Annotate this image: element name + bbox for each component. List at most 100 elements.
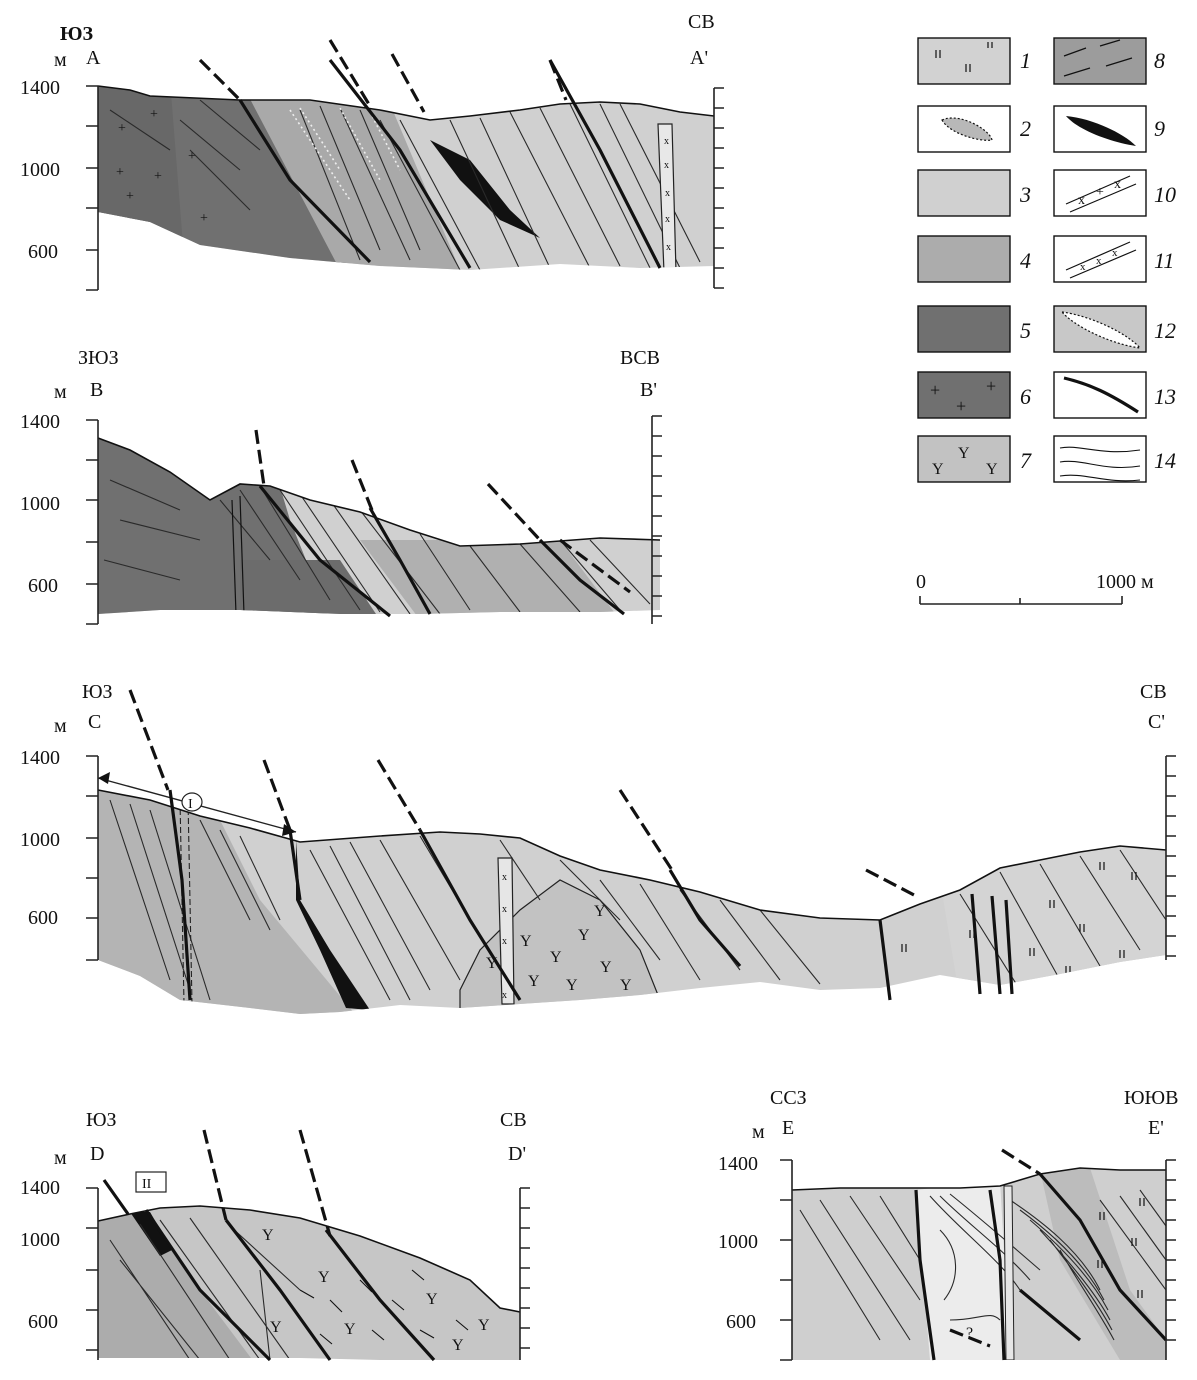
section-e-tick-1000: 1000 — [718, 1231, 758, 1253]
section-a-tick-1000: 1000 — [20, 159, 60, 181]
legend-num-14: 14 — [1154, 448, 1176, 473]
section-b-unit: м — [54, 381, 67, 403]
section-a-fault-extensions — [198, 39, 568, 113]
legend-item-8: 8 — [1053, 37, 1165, 85]
svg-text:Y: Y — [986, 461, 998, 478]
section-c-topography — [97, 789, 1167, 921]
section-a-topography — [97, 85, 715, 121]
legend-item-14: 14 — [1053, 435, 1176, 483]
section-a-faults — [238, 59, 662, 269]
section-c-left-direction: ЮЗ — [82, 681, 113, 703]
section-e-right-letter: E' — [1148, 1117, 1164, 1139]
section-b-faults — [258, 484, 625, 618]
section-c-tick-600: 600 — [28, 907, 58, 929]
section-e-query: ? — [966, 1325, 973, 1342]
section-c-faults — [168, 789, 1014, 1001]
svg-text:x: x — [666, 242, 671, 253]
section-d-right-letter: D' — [508, 1143, 526, 1165]
svg-text:x: x — [502, 936, 507, 947]
legend-item-2: 2 — [917, 105, 1031, 153]
section-b-left-axis — [86, 419, 99, 625]
legend-num-6: 6 — [1020, 384, 1031, 409]
legend-item-11: x xx 11 — [1053, 235, 1174, 283]
section-d-faults — [102, 1179, 436, 1362]
svg-text:+: + — [116, 165, 124, 180]
section-d-unit: м — [54, 1147, 67, 1169]
legend-item-4: 4 — [917, 235, 1031, 283]
legend-num-7: 7 — [1020, 448, 1032, 473]
section-a-unit: м — [54, 49, 67, 71]
section-d-left-axis — [86, 1187, 99, 1360]
section-b: ЗЮЗ ВСВ B B' м 1400 1000 600 — [20, 347, 662, 625]
section-c-tick-1000: 1000 — [20, 829, 60, 851]
section-a-unit6-area — [98, 86, 185, 270]
legend-item-1: 1 — [917, 37, 1031, 85]
section-e-fault-extensions — [949, 1148, 1041, 1348]
svg-text:Y: Y — [566, 977, 578, 994]
section-a-unit4-area — [240, 86, 460, 270]
legend-num-3: 3 — [1019, 182, 1031, 207]
svg-text:+: + — [154, 169, 162, 184]
legend-num-10: 10 — [1154, 182, 1176, 207]
section-c-unit: м — [54, 715, 67, 737]
section-a-tick-1400: 1400 — [20, 77, 60, 99]
section-e-left-letter: E — [782, 1117, 794, 1139]
section-d-marker: II — [142, 1177, 152, 1192]
svg-text:+: + — [1096, 185, 1104, 200]
svg-text:x: x — [664, 160, 669, 171]
section-d-marker-badge — [135, 1171, 167, 1193]
section-e-right-axis — [1165, 1159, 1176, 1360]
legend-item-6: + + + 6 — [917, 371, 1031, 419]
section-a-dyke — [657, 123, 677, 270]
svg-text:x: x — [1112, 247, 1118, 259]
section-d-tick-600: 600 — [28, 1311, 58, 1333]
section-a-right-axis — [713, 87, 724, 289]
section-e-right-direction: ЮЮВ — [1124, 1087, 1178, 1109]
svg-text:Y: Y — [958, 445, 970, 462]
legend-num-9: 9 — [1154, 116, 1165, 141]
section-a-black-lens — [430, 140, 540, 238]
section-b-tick-1000: 1000 — [20, 493, 60, 515]
scale-bar: 0 1000 м — [916, 571, 1154, 605]
section-c-marker-badge — [181, 792, 203, 812]
legend-item-10: x + x 10 — [1053, 169, 1176, 217]
svg-text:Y: Y — [478, 1317, 490, 1334]
svg-text:Y: Y — [932, 461, 944, 478]
svg-text:Y: Y — [318, 1269, 330, 1286]
section-c-right-direction: СВ — [1140, 681, 1167, 703]
section-e: ССЗ ЮЮВ E E' м 1400 1000 600 ? — [718, 1087, 1178, 1361]
section-d-right-direction: СВ — [500, 1109, 527, 1131]
section-e-tick-1400: 1400 — [718, 1153, 758, 1175]
section-a-left-direction: ЮЗ — [60, 23, 94, 45]
legend-item-5: 5 — [917, 305, 1031, 353]
section-a-left-letter: A — [86, 47, 101, 69]
legend-num-13: 13 — [1154, 384, 1176, 409]
section-c-left-axis — [86, 755, 99, 961]
section-d-left-direction: ЮЗ — [86, 1109, 117, 1131]
section-d-right-axis — [519, 1187, 530, 1360]
svg-text:x: x — [502, 904, 507, 915]
svg-text:+: + — [188, 149, 196, 164]
section-e-strata — [799, 1185, 1166, 1360]
svg-text:+: + — [150, 107, 158, 122]
svg-text:x: x — [1096, 255, 1102, 267]
section-b-fault-extensions — [254, 429, 631, 594]
section-a-right-letter: A' — [690, 47, 708, 69]
section-b-right-direction: ВСВ — [620, 347, 660, 369]
section-b-right-axis — [651, 415, 662, 624]
legend-num-8: 8 — [1154, 48, 1165, 73]
section-a-right-direction: СВ — [688, 11, 715, 33]
section-e-unit: м — [752, 1121, 765, 1143]
legend-item-12: 12 — [1053, 305, 1176, 353]
svg-text:Y: Y — [262, 1227, 274, 1244]
svg-text:x: x — [665, 188, 670, 199]
section-a-tick-600: 600 — [28, 241, 58, 263]
section-c-tick-1400: 1400 — [20, 747, 60, 769]
svg-text:Y: Y — [528, 973, 540, 990]
section-e-faults — [914, 1172, 1168, 1361]
legend-num-12: 12 — [1154, 318, 1176, 343]
